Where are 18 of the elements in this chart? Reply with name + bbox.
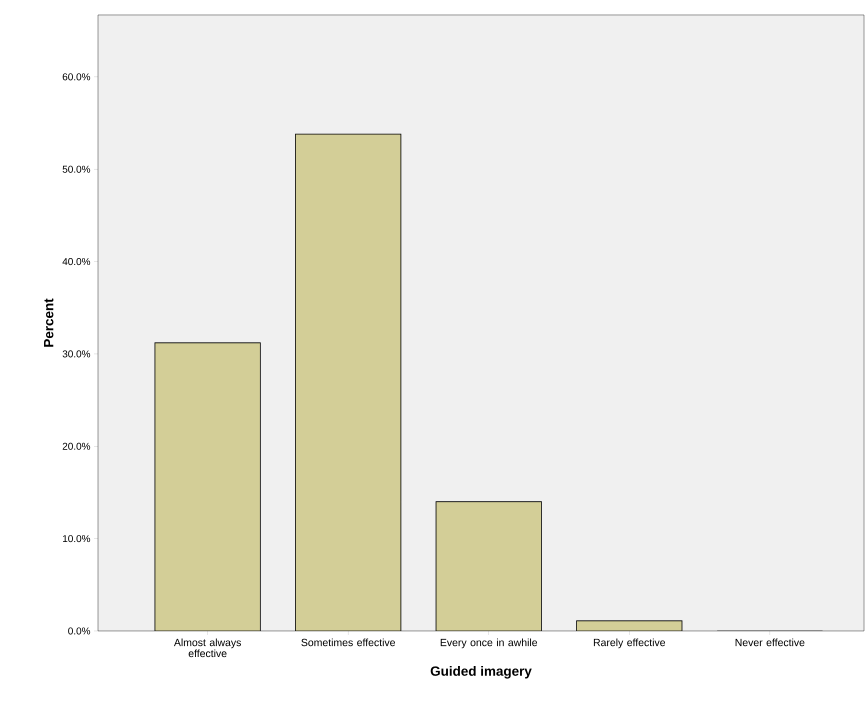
y-tick-label: 50.0%: [62, 166, 90, 173]
x-tick-label: Rarely effective: [594, 638, 666, 648]
bar: [576, 620, 682, 631]
y-tick-label: 0.0%: [68, 627, 90, 635]
y-axis-title: Percent: [44, 298, 54, 347]
x-tick-label: Every once in awhile: [440, 638, 538, 648]
y-tick-label: 40.0%: [62, 258, 90, 266]
bar: [154, 342, 261, 631]
bar: [295, 134, 402, 631]
y-tick-label: 30.0%: [62, 350, 90, 358]
x-tick-label: Sometimes effective: [301, 638, 396, 646]
y-tick-label: 10.0%: [63, 535, 90, 542]
x-axis-title: Guided imagery: [430, 666, 532, 679]
bar: [436, 502, 542, 631]
x-tick-label: Never effective: [736, 638, 804, 646]
y-tick-label: 60.0%: [62, 73, 90, 80]
y-tick-label: 20.0%: [62, 442, 90, 450]
x-tick-label: Almost always effective: [174, 638, 241, 658]
